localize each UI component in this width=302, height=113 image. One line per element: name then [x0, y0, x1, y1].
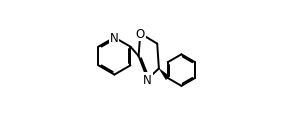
Text: N: N: [110, 32, 119, 45]
Polygon shape: [159, 69, 169, 80]
Text: N: N: [143, 73, 152, 86]
Text: O: O: [136, 28, 145, 41]
